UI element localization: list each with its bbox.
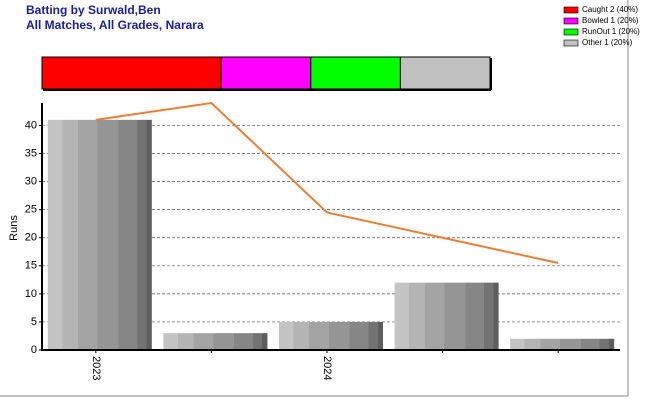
bar bbox=[163, 333, 268, 350]
x-tick-label: 2023 bbox=[90, 356, 102, 380]
dismissal-segment bbox=[399, 56, 491, 90]
y-tick-label: 30 bbox=[25, 175, 37, 187]
y-tick-label: 25 bbox=[25, 204, 37, 216]
bar bbox=[394, 282, 499, 350]
chart-subtitle: All Matches, All Grades, Narara bbox=[26, 18, 204, 32]
legend-swatch bbox=[563, 28, 579, 36]
line-series bbox=[95, 101, 559, 264]
legend-label: Other 1 (20%) bbox=[582, 38, 633, 47]
y-tick-label: 10 bbox=[25, 288, 37, 300]
legend-label: Caught 2 (40%) bbox=[582, 5, 638, 14]
legend-swatch bbox=[563, 17, 579, 25]
legend-swatch bbox=[563, 39, 579, 47]
bar bbox=[510, 338, 615, 350]
dismissal-segment bbox=[220, 56, 312, 90]
y-tick-label: 35 bbox=[25, 147, 37, 159]
chart-title: Batting by Surwald,Ben bbox=[26, 3, 161, 17]
y-tick-label: 15 bbox=[25, 260, 37, 272]
legend-label: Bowled 1 (20%) bbox=[582, 16, 639, 25]
y-tick-label: 40 bbox=[25, 119, 37, 131]
y-tick-label: 0 bbox=[31, 344, 37, 356]
x-tick-label: 2024 bbox=[321, 356, 333, 380]
bar bbox=[47, 119, 152, 350]
dismissal-segment bbox=[41, 56, 222, 90]
y-axis-label: Runs bbox=[8, 215, 20, 241]
dismissal-segment bbox=[310, 56, 401, 90]
bar bbox=[278, 321, 384, 350]
y-tick-label: 20 bbox=[25, 232, 37, 244]
legend-label: RunOut 1 (20%) bbox=[582, 27, 640, 36]
legend-swatch bbox=[563, 6, 579, 14]
y-tick-label: 5 bbox=[31, 316, 37, 328]
